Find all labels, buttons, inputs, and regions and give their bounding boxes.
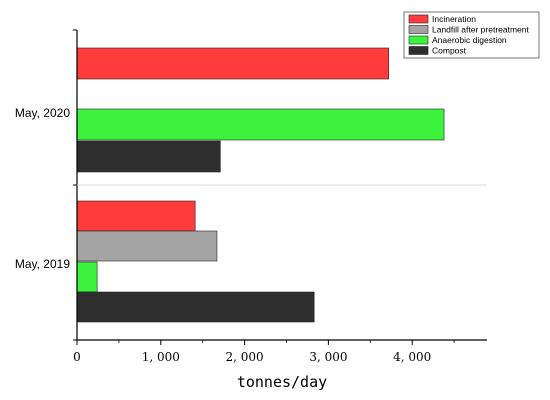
bar-may-2019-anaerobic-digestion [76, 261, 98, 293]
legend-swatch-landfill-after-pretreatment [408, 25, 429, 34]
legend-label-landfill-after-pretreatment: Landfill after pretreatment [432, 25, 529, 35]
x-tick-label-0: 0 [73, 350, 81, 364]
bar-may-2019-compost [76, 291, 315, 323]
legend-label-compost: Compost [432, 46, 467, 56]
bar-may-2020-compost [76, 140, 221, 173]
bar-may-2019-landfill-after-pretreatment [76, 230, 218, 262]
legend-swatch-compost [408, 46, 429, 55]
bar-may-2019-incineration [76, 200, 196, 232]
bar-may-2020-anaerobic-digestion [76, 108, 445, 141]
legend-label-incineration: Incineration [432, 14, 476, 24]
x-axis-title: tonnes/day [237, 373, 327, 391]
bar-layer [76, 47, 445, 323]
x-tick-label-1: 1, 000 [142, 350, 180, 364]
category-label-may-2020: May, 2020 [15, 106, 70, 120]
legend-label-anaerobic-digestion: Anaerobic digestion [432, 35, 507, 45]
tick-layer: May, 2020 May, 2019 0 1, 000 2, 000 3, 000 4, … [15, 29, 455, 364]
legend-swatch-anaerobic-digestion [408, 35, 429, 45]
legend-swatch-incineration [408, 14, 429, 24]
x-tick-label-4: 4, 000 [393, 350, 431, 364]
x-tick-label-3: 3, 000 [309, 350, 347, 364]
x-tick-label-2: 2, 000 [226, 350, 264, 364]
bar-may-2020-incineration [76, 47, 390, 80]
category-label-may-2019: May, 2019 [15, 257, 70, 271]
